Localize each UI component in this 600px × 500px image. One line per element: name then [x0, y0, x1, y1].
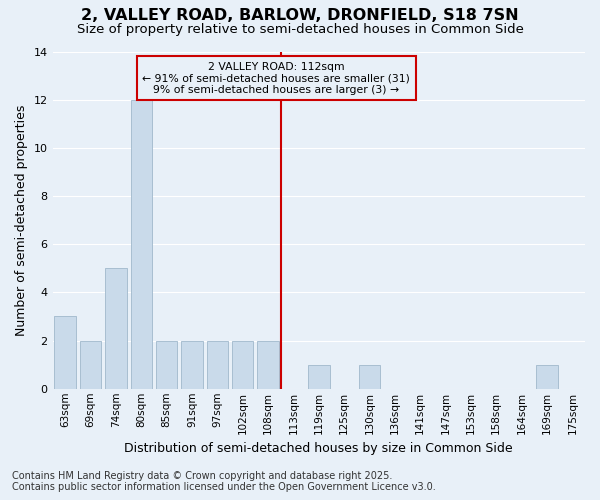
Bar [206, 340, 228, 389]
Bar [105, 268, 127, 389]
Text: 2 VALLEY ROAD: 112sqm
← 91% of semi-detached houses are smaller (31)
9% of semi-: 2 VALLEY ROAD: 112sqm ← 91% of semi-deta… [142, 62, 410, 95]
Bar [536, 364, 558, 389]
Bar [359, 364, 380, 389]
Text: Contains HM Land Registry data © Crown copyright and database right 2025.
Contai: Contains HM Land Registry data © Crown c… [12, 471, 436, 492]
Bar [308, 364, 329, 389]
Y-axis label: Number of semi-detached properties: Number of semi-detached properties [15, 104, 28, 336]
Bar [55, 316, 76, 389]
Bar [232, 340, 253, 389]
Text: Size of property relative to semi-detached houses in Common Side: Size of property relative to semi-detach… [77, 22, 523, 36]
Text: 2, VALLEY ROAD, BARLOW, DRONFIELD, S18 7SN: 2, VALLEY ROAD, BARLOW, DRONFIELD, S18 7… [81, 8, 519, 22]
Bar [181, 340, 203, 389]
Bar [156, 340, 178, 389]
X-axis label: Distribution of semi-detached houses by size in Common Side: Distribution of semi-detached houses by … [124, 442, 513, 455]
Bar [131, 100, 152, 389]
Bar [80, 340, 101, 389]
Bar [257, 340, 279, 389]
